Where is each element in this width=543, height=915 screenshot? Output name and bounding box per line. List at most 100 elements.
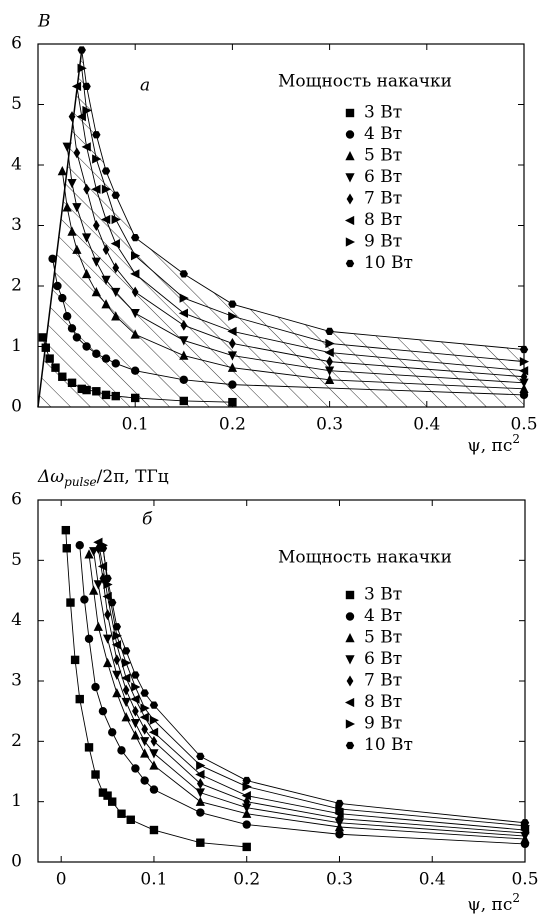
marker: [131, 393, 140, 403]
marker: [242, 820, 251, 829]
legend-label: 4 Вт: [364, 124, 402, 144]
marker: [243, 796, 251, 808]
y-tick-label: 2: [11, 731, 22, 751]
marker: [519, 345, 529, 354]
marker: [104, 609, 111, 621]
marker: [101, 299, 111, 309]
marker: [519, 357, 530, 367]
marker: [131, 764, 140, 773]
y-tick-label: 3: [11, 215, 22, 235]
marker: [228, 397, 237, 407]
series-line: [102, 545, 526, 827]
marker: [196, 808, 205, 817]
marker: [68, 111, 76, 123]
marker: [112, 688, 122, 698]
marker: [41, 343, 50, 352]
marker: [520, 819, 530, 827]
marker: [77, 46, 86, 54]
x-axis-label: ψ, пс2: [467, 891, 520, 915]
legend-label: 3 Вт: [364, 585, 402, 605]
marker: [148, 727, 159, 737]
x-tick-label: 0.3: [316, 415, 343, 435]
marker: [77, 384, 86, 394]
marker: [82, 385, 91, 395]
marker: [122, 684, 130, 696]
y-tick-label: 2: [11, 276, 22, 296]
legend-marker: [345, 173, 355, 183]
marker: [242, 781, 252, 792]
legend-marker: [345, 655, 355, 665]
marker: [325, 327, 334, 336]
marker: [242, 808, 252, 818]
legend-label: 10 Вт: [364, 253, 413, 273]
marker: [334, 809, 344, 819]
legend-marker: [345, 741, 355, 750]
marker: [91, 770, 100, 779]
marker: [82, 342, 91, 351]
legend-label: 3 Вт: [364, 103, 402, 123]
x-tick-label: 0.4: [419, 870, 446, 890]
marker: [519, 378, 529, 388]
marker: [111, 359, 120, 368]
marker: [75, 541, 84, 550]
legend-marker: [345, 237, 356, 247]
marker: [149, 701, 159, 709]
y-tick-label: 5: [11, 94, 22, 114]
marker: [67, 178, 77, 189]
marker: [84, 634, 94, 643]
marker: [101, 214, 111, 225]
marker: [196, 760, 206, 771]
marker: [77, 63, 87, 73]
panel-label: а: [140, 76, 150, 96]
marker: [130, 694, 140, 704]
legend-marker: [345, 632, 355, 643]
marker: [103, 579, 113, 590]
marker: [92, 220, 100, 231]
marker: [179, 375, 188, 384]
y-tick-label: 5: [11, 550, 22, 570]
marker: [101, 354, 111, 363]
x-tick-label: 0.3: [326, 870, 353, 890]
marker: [103, 791, 112, 800]
marker: [67, 378, 77, 387]
marker: [111, 191, 120, 199]
x-tick-label: 0.2: [219, 415, 246, 435]
marker: [81, 142, 91, 152]
legend-label: 8 Вт: [364, 692, 402, 712]
x-tick-label: 0.5: [510, 415, 537, 435]
legend-marker: [346, 193, 354, 205]
x-label-main: ψ, пс: [467, 436, 512, 456]
x-tick-label: 0.4: [413, 415, 440, 435]
x-label-main: ψ, пс: [467, 895, 512, 915]
marker: [178, 308, 188, 318]
marker: [101, 275, 111, 285]
marker: [62, 312, 72, 321]
marker: [121, 647, 131, 655]
marker: [518, 366, 529, 376]
marker: [179, 293, 189, 303]
y-label-main: Δω: [37, 467, 64, 487]
marker: [324, 374, 335, 384]
marker: [110, 239, 120, 249]
marker: [67, 226, 77, 236]
marker: [92, 154, 102, 164]
marker: [58, 372, 67, 381]
marker: [62, 202, 72, 212]
marker: [149, 825, 159, 835]
marker: [117, 809, 126, 818]
marker: [102, 634, 113, 644]
marker: [130, 269, 140, 279]
marker: [196, 752, 205, 761]
marker: [45, 354, 54, 363]
marker: [93, 621, 103, 631]
legend-label: 9 Вт: [364, 714, 402, 734]
legend-marker: [345, 108, 355, 118]
marker: [53, 281, 62, 291]
marker: [98, 706, 108, 716]
marker: [131, 251, 141, 261]
marker: [89, 585, 99, 595]
marker: [112, 670, 122, 681]
marker: [130, 719, 141, 729]
series-line: [97, 542, 526, 831]
